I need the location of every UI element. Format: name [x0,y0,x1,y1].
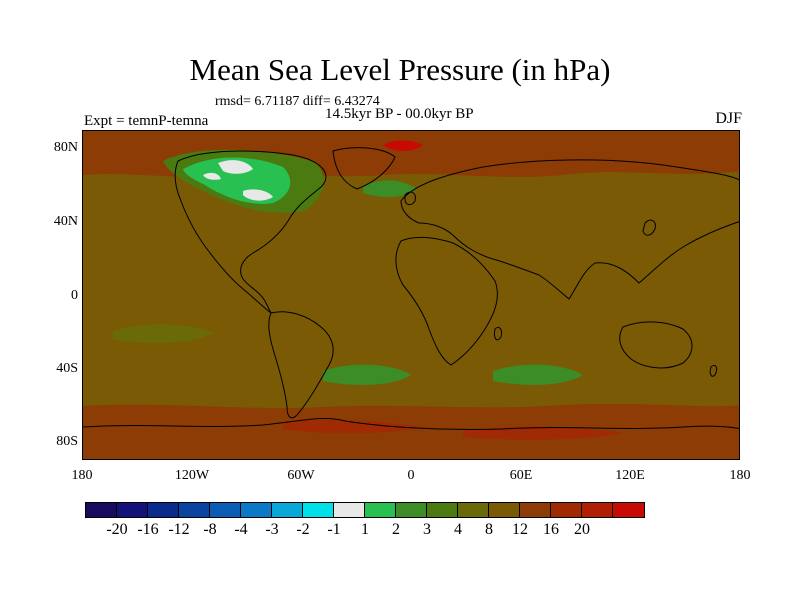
lon-tick-0: 0 [407,468,415,483]
lon-tick-120e: 120E [615,468,645,483]
lat-tick-40s: 40S [56,361,78,376]
map-panel [82,130,740,460]
north-america-white-area [203,160,273,201]
colorbar-swatch-15 [551,503,582,517]
north-atlantic-low-area [363,180,417,198]
south-peak-area-2 [463,426,623,440]
colorbar-label: 12 [512,521,528,538]
colorbar-swatch-6 [272,503,303,517]
colorbar-label: -20 [106,521,128,538]
south-pacific-low-area [113,324,213,343]
colorbar-swatch-8 [334,503,365,517]
south-peak-area [283,420,423,434]
lat-tick-40n: 40N [53,214,78,229]
indian-ocean-low-area [493,364,583,385]
colorbar-swatch-14 [520,503,551,517]
colorbar-label: 3 [423,521,431,538]
colorbar-swatch-12 [458,503,489,517]
colorbar-swatch-2 [148,503,179,517]
lat-tick-80s: 80S [56,434,78,449]
chart-title: Mean Sea Level Pressure (in hPa) [189,52,611,87]
lon-tick-180e: 180 [729,468,751,483]
colorbar-label: -16 [137,521,159,538]
africa-coast [395,236,498,366]
colorbar [85,502,645,518]
british-isles-coast [404,191,416,206]
colorbar-swatch-4 [210,503,241,517]
season-label: DJF [715,110,742,127]
colorbar-label: -4 [234,521,248,538]
south-america-coast [268,311,334,419]
colorbar-label: 8 [485,521,493,538]
colorbar-label: -1 [327,521,341,538]
colorbar-label: 20 [574,521,590,538]
colorbar-label: -8 [203,521,217,538]
colorbar-swatch-3 [179,503,210,517]
south-high-band [83,403,739,459]
new-zealand-coast [709,364,718,377]
lat-tick-80n: 80N [53,140,78,155]
north-america-coast [174,150,327,314]
colorbar-swatch-17 [613,503,644,517]
colorbar-swatch-13 [489,503,520,517]
experiment-label: Expt = temnP-temna [84,113,209,129]
japan-coast [642,219,656,236]
coastlines [83,147,739,431]
australia-coast [619,321,693,369]
colorbar-label: 4 [454,521,462,538]
colorbar-swatch-0 [86,503,117,517]
lon-tick-120w: 120W [174,468,210,483]
map-svg [83,131,739,459]
lat-tick-0: 0 [71,288,78,303]
colorbar-label: -12 [168,521,190,538]
colorbar-label: 2 [392,521,400,538]
colorbar-swatch-10 [396,503,427,517]
south-atlantic-low-area [323,364,411,385]
colorbar-swatch-11 [427,503,458,517]
colorbar-swatch-5 [241,503,272,517]
north-peak-area [383,140,423,151]
lon-tick-180w: 180 [71,468,93,483]
stats-subtitle: rmsd= 6.71187 diff= 6.43274 [215,94,380,109]
greenland-coast [332,147,396,190]
lon-tick-60e: 60E [509,468,533,483]
colorbar-swatch-9 [365,503,396,517]
colorbar-swatch-7 [303,503,334,517]
colorbar-swatch-1 [117,503,148,517]
antarctica-coast [83,417,739,431]
period-subtitle: 14.5kyr BP - 00.0kyr BP [325,106,474,122]
colorbar-label: 16 [543,521,559,538]
colorbar-label: -2 [296,521,310,538]
colorbar-label: 1 [361,521,369,538]
colorbar-swatch-16 [582,503,613,517]
colorbar-label: -3 [265,521,279,538]
madagascar-coast [494,326,502,341]
eurasia-coast [400,159,739,300]
lon-tick-60w: 60W [287,468,315,483]
